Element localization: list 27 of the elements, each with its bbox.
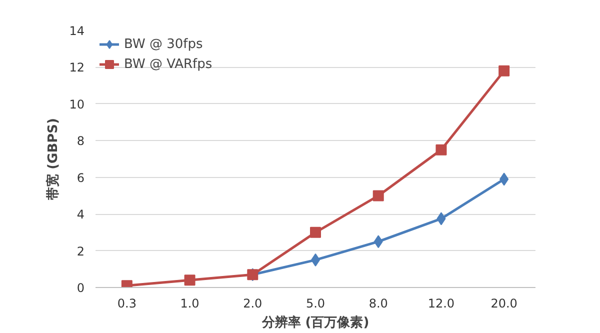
point [436,212,446,226]
y-tick-label: 14 [69,24,85,38]
point [310,226,321,238]
y-tick-label: 10 [69,97,85,112]
point [374,235,383,248]
point [436,144,447,156]
y-tick-label: 12 [69,60,85,75]
legend-label: BW @ 30fps [124,36,203,52]
y-tick-label: 8 [76,134,85,148]
legend-label: BW @ VARfps [124,56,212,72]
x-tick-label: 0.3 [117,296,136,310]
x-tick-label: 1.0 [180,296,200,310]
x-tick-label: 12.0 [428,296,455,310]
point [184,274,196,286]
x-tick-label: 5.0 [306,296,326,310]
x-axis-title: 分辨率 (百万像素) [260,314,370,330]
y-axis-title: 带宽 (GBPS) [45,118,62,200]
x-tick-label: 20.0 [490,296,518,310]
y-tick-label: 0 [76,281,85,295]
point [500,172,509,186]
x-tick-label: 2.0 [243,296,262,310]
y-tick-label: 4 [76,208,85,222]
y-tick-label: 2 [76,244,85,258]
y-tick-label: 6 [76,170,85,185]
point [372,190,384,202]
x-tick-label: 8.0 [368,296,388,310]
point [498,65,510,76]
